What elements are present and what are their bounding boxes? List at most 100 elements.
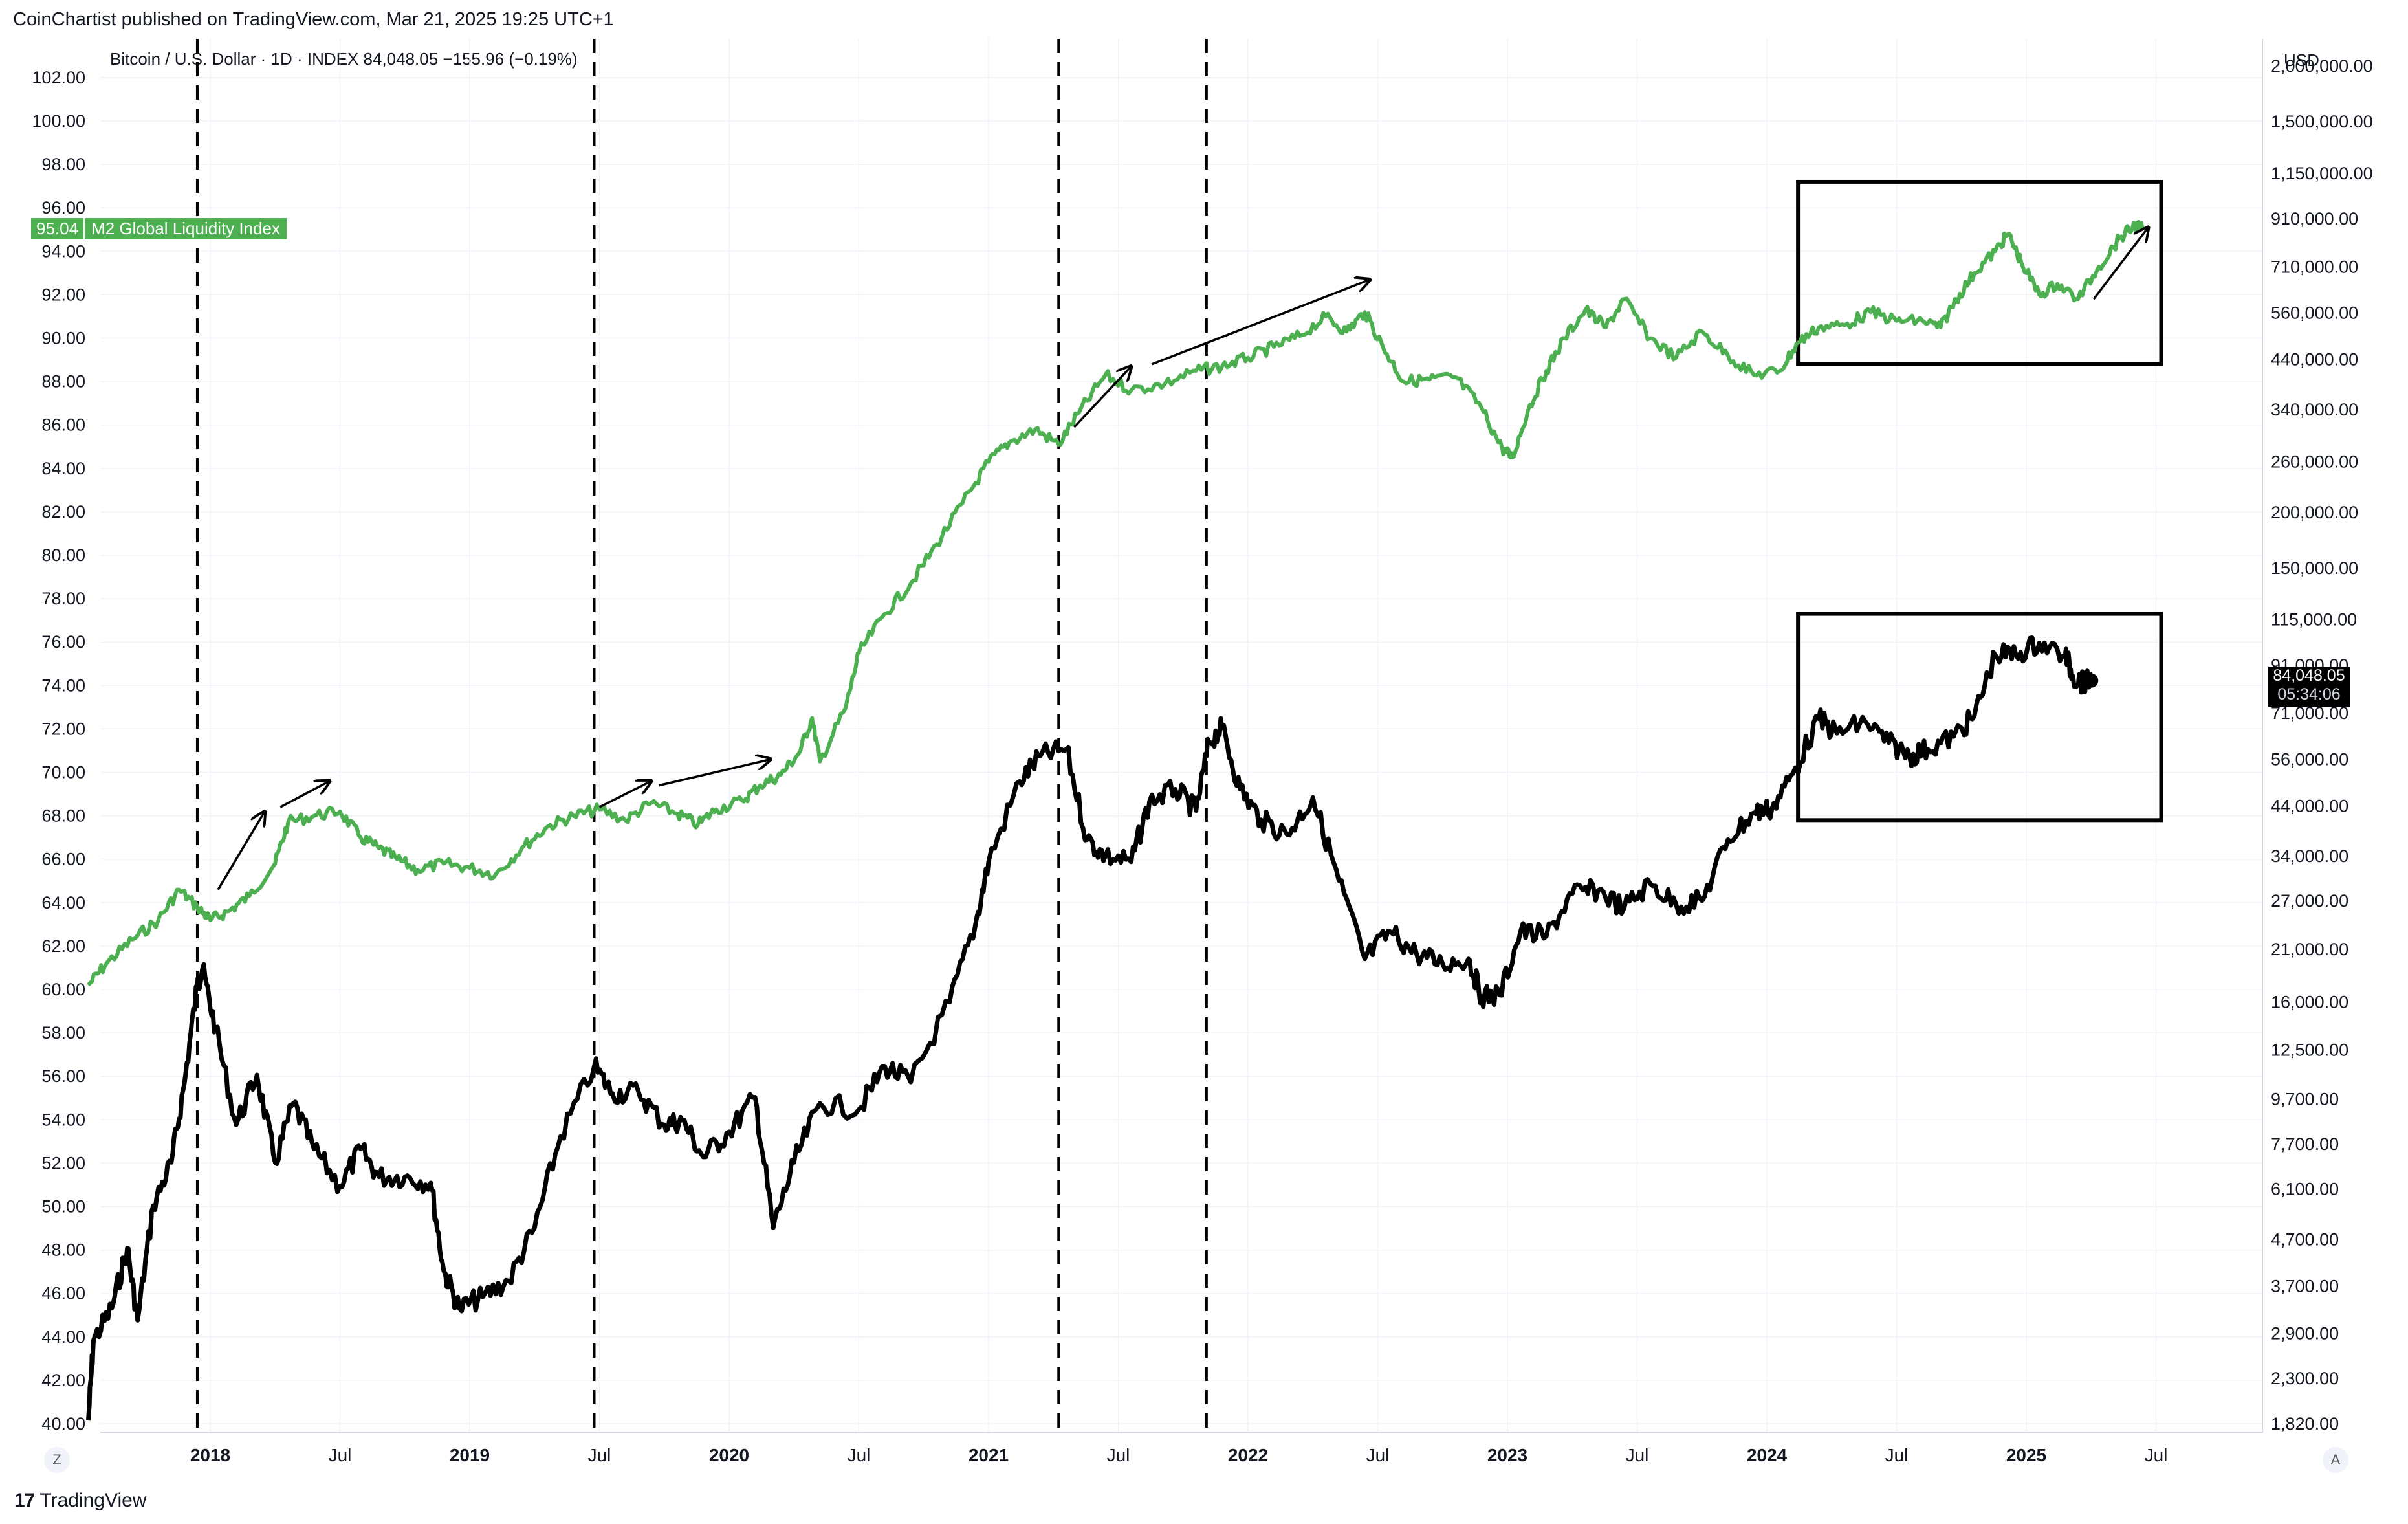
left-axis-tick: 98.00 xyxy=(41,155,85,174)
right-axis-tick: 12,500.00 xyxy=(2271,1041,2348,1060)
trend-arrow xyxy=(659,759,771,787)
trend-arrow xyxy=(598,781,651,808)
right-axis-tick: 21,000.00 xyxy=(2271,940,2348,959)
right-axis-tick: 115,000.00 xyxy=(2271,610,2357,630)
left-axis-tick: 72.00 xyxy=(41,719,85,738)
right-axis-tick: 1,500,000.00 xyxy=(2271,112,2373,131)
trend-arrow xyxy=(217,812,265,890)
left-axis-tick: 50.00 xyxy=(41,1197,85,1217)
time-axis-labels: 2018 Jul 2019 Jul 2020 Jul 2021 Jul 2022 Jul 2023 J… xyxy=(190,1445,2168,1465)
right-axis-tick: 2,300.00 xyxy=(2271,1369,2339,1388)
left-axis-tick: 60.00 xyxy=(41,980,85,999)
left-axis-tick: 80.00 xyxy=(41,546,85,565)
time-axis-tick: Jul xyxy=(848,1445,871,1465)
left-axis-tick: 78.00 xyxy=(41,589,85,608)
m2-value: 95.04 xyxy=(31,218,85,240)
left-axis-tick: 86.00 xyxy=(41,415,85,435)
right-axis-tick: 71,000.00 xyxy=(2271,703,2348,723)
right-axis-tick: 7,700.00 xyxy=(2271,1134,2339,1154)
left-axis-tick: 42.00 xyxy=(41,1371,85,1390)
annotation-boxes xyxy=(1796,179,2163,823)
right-axis-tick: 9,700.00 xyxy=(2271,1090,2339,1109)
right-axis-labels: 2,000,000.00 1,500,000.00 1,150,000.00 910,… xyxy=(2271,56,2373,1433)
zoom-scale-button[interactable]: Z xyxy=(44,1447,70,1473)
left-axis-tick: 70.00 xyxy=(41,763,85,782)
trend-arrows xyxy=(217,227,2148,890)
right-axis-tick: 2,900.00 xyxy=(2271,1323,2339,1343)
left-axis-tick: 46.00 xyxy=(41,1284,85,1303)
time-axis-tick: 2025 xyxy=(2006,1445,2046,1465)
publisher-line: CoinChartist published on TradingView.co… xyxy=(13,9,614,30)
right-axis-tick: 560,000.00 xyxy=(2271,303,2358,322)
right-axis-tick: 710,000.00 xyxy=(2271,257,2358,276)
chart-grid xyxy=(100,39,2262,1433)
time-axis-tick: Jul xyxy=(588,1445,611,1465)
right-axis-tick: 340,000.00 xyxy=(2271,400,2358,419)
time-axis-tick: 2019 xyxy=(450,1445,490,1465)
left-axis-tick: 92.00 xyxy=(41,285,85,304)
left-axis-tick: 90.00 xyxy=(41,329,85,348)
bar-countdown: 05:34:06 xyxy=(2277,685,2341,703)
trend-arrow xyxy=(2092,227,2148,300)
right-axis-tick: 2,000,000.00 xyxy=(2271,56,2373,76)
left-axis-tick: 62.00 xyxy=(41,936,85,956)
left-axis-tick: 102.00 xyxy=(32,68,85,87)
last-price-tag: 84,048.05 05:34:06 xyxy=(2268,666,2350,707)
btc-series-line xyxy=(86,635,2094,1421)
right-axis-tick: 16,000.00 xyxy=(2271,993,2348,1012)
symbol-legend[interactable]: Bitcoin / U.S. Dollar · 1D · INDEX 84,04… xyxy=(110,49,578,69)
left-axis-tick: 64.00 xyxy=(41,893,85,912)
right-axis-tick: 27,000.00 xyxy=(2271,891,2348,911)
time-axis-tick: 2022 xyxy=(1228,1445,1268,1465)
right-axis-tick: 910,000.00 xyxy=(2271,209,2358,228)
right-axis-tick: 4,700.00 xyxy=(2271,1230,2339,1250)
left-axis-tick: 52.00 xyxy=(41,1153,85,1173)
right-axis-tick: 6,100.00 xyxy=(2271,1180,2339,1199)
left-axis-tick: 88.00 xyxy=(41,372,85,392)
auto-scale-button[interactable]: A xyxy=(2323,1447,2348,1473)
left-axis-tick: 44.00 xyxy=(41,1327,85,1347)
left-axis-tick: 76.00 xyxy=(41,632,85,652)
left-axis-tick: 84.00 xyxy=(41,459,85,478)
left-axis-tick: 40.00 xyxy=(41,1414,85,1433)
left-axis-tick: 94.00 xyxy=(41,241,85,261)
time-axis-tick: Jul xyxy=(1366,1445,1390,1465)
right-axis-tick: 260,000.00 xyxy=(2271,452,2358,471)
trend-arrow xyxy=(279,781,329,808)
trend-arrow xyxy=(1073,366,1131,428)
time-axis-tick: Jul xyxy=(2145,1445,2168,1465)
m2-value-tag: 95.04 M2 Global Liquidity Index xyxy=(31,218,287,240)
left-axis-tick: 96.00 xyxy=(41,198,85,217)
trend-arrow xyxy=(1151,280,1370,366)
time-axis-tick: 2023 xyxy=(1487,1445,1527,1465)
left-axis-tick: 58.00 xyxy=(41,1023,85,1043)
right-axis-tick: 34,000.00 xyxy=(2271,846,2348,866)
left-axis-labels: 102.00 100.00 98.00 96.00 94.00 92.00 90.00 88.… xyxy=(32,68,85,1433)
tradingview-logo[interactable]: 17 TradingView xyxy=(14,1490,146,1512)
time-axis-tick: 2024 xyxy=(1747,1445,1788,1465)
annotation-box xyxy=(1796,179,2163,366)
currency-label[interactable]: USD xyxy=(2284,50,2319,70)
annotation-box xyxy=(1796,612,2163,823)
m2-name: M2 Global Liquidity Index xyxy=(91,219,281,239)
right-axis-tick: 440,000.00 xyxy=(2271,350,2358,370)
left-axis-tick: 54.00 xyxy=(41,1110,85,1129)
left-axis-tick: 66.00 xyxy=(41,850,85,869)
right-axis-tick: 56,000.00 xyxy=(2271,749,2348,769)
right-axis-tick: 44,000.00 xyxy=(2271,797,2348,816)
m2-series-line xyxy=(87,220,2145,987)
right-axis-tick: 200,000.00 xyxy=(2271,503,2358,522)
time-axis-tick: Jul xyxy=(1626,1445,1649,1465)
time-axis-tick: 2021 xyxy=(969,1445,1009,1465)
left-axis-tick: 74.00 xyxy=(41,676,85,695)
time-axis-tick: 2020 xyxy=(709,1445,749,1465)
last-price: 84,048.05 xyxy=(2273,666,2345,685)
right-axis-tick: 1,820.00 xyxy=(2271,1414,2339,1433)
left-axis-tick: 82.00 xyxy=(41,502,85,522)
right-axis-tick: 1,150,000.00 xyxy=(2271,164,2373,183)
time-axis-tick: 2018 xyxy=(190,1445,230,1465)
left-axis-tick: 56.00 xyxy=(41,1066,85,1086)
right-axis-tick: 3,700.00 xyxy=(2271,1276,2339,1296)
left-axis-tick: 100.00 xyxy=(32,111,85,131)
